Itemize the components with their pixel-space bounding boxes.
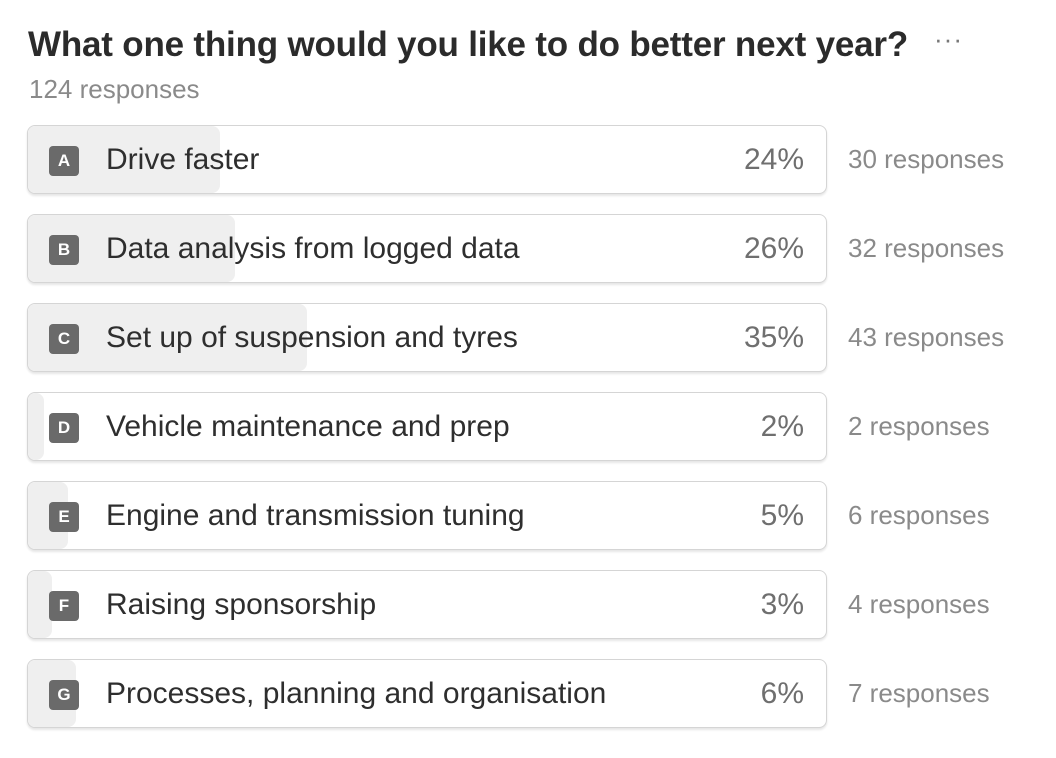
option-letter-badge: E <box>49 502 79 532</box>
option-percent: 3% <box>760 588 804 621</box>
result-bar-fill <box>28 571 52 638</box>
option-percent: 26% <box>743 232 804 265</box>
option-a[interactable]: A Drive faster 24% <box>27 125 827 194</box>
more-dots-icon[interactable]: ··· <box>934 24 963 54</box>
option-letter-badge: A <box>49 146 79 176</box>
poll-options: A Drive faster 24% 30 responses B Data a… <box>27 124 1037 747</box>
option-percent: 35% <box>743 321 804 354</box>
option-b[interactable]: B Data analysis from logged data 26% <box>27 214 827 283</box>
option-letter-badge: B <box>49 235 79 265</box>
option-c[interactable]: C Set up of suspension and tyres 35% <box>27 303 827 372</box>
option-letter-badge: D <box>49 413 79 443</box>
option-letter-badge: G <box>49 680 79 710</box>
option-f[interactable]: F Raising sponsorship 3% <box>27 570 827 639</box>
option-letter-badge: F <box>49 591 79 621</box>
option-label: Set up of suspension and tyres <box>106 321 518 354</box>
option-percent: 6% <box>760 677 804 710</box>
option-g[interactable]: G Processes, planning and organisation 6… <box>27 659 827 728</box>
option-response-count: 2 responses <box>848 411 990 441</box>
result-bar-fill <box>28 393 44 460</box>
option-row: F Raising sponsorship 3% 4 responses <box>27 569 1037 640</box>
question-header: What one thing would you like to do bett… <box>28 20 1028 70</box>
option-letter-badge: C <box>49 324 79 354</box>
option-row: A Drive faster 24% 30 responses <box>27 124 1037 195</box>
option-response-count: 30 responses <box>848 144 1005 174</box>
option-label: Processes, planning and organisation <box>106 677 607 710</box>
total-responses: 124 responses <box>29 74 200 104</box>
option-response-count: 4 responses <box>848 589 990 619</box>
option-e[interactable]: E Engine and transmission tuning 5% <box>27 481 827 550</box>
option-response-count: 43 responses <box>848 322 1005 352</box>
option-row: E Engine and transmission tuning 5% 6 re… <box>27 480 1037 551</box>
option-response-count: 6 responses <box>848 500 990 530</box>
option-d[interactable]: D Vehicle maintenance and prep 2% <box>27 392 827 461</box>
option-row: C Set up of suspension and tyres 35% 43 … <box>27 302 1037 373</box>
option-percent: 24% <box>743 143 804 176</box>
option-label: Vehicle maintenance and prep <box>106 410 510 443</box>
option-label: Data analysis from logged data <box>106 232 520 265</box>
option-row: G Processes, planning and organisation 6… <box>27 658 1037 729</box>
option-percent: 2% <box>760 410 804 443</box>
option-response-count: 7 responses <box>848 678 990 708</box>
option-row: D Vehicle maintenance and prep 2% 2 resp… <box>27 391 1037 462</box>
option-label: Raising sponsorship <box>106 588 377 621</box>
option-response-count: 32 responses <box>848 233 1005 263</box>
question-title: What one thing would you like to do bett… <box>28 25 909 64</box>
option-label: Engine and transmission tuning <box>106 499 525 532</box>
option-label: Drive faster <box>106 143 260 176</box>
option-percent: 5% <box>760 499 804 532</box>
option-row: B Data analysis from logged data 26% 32 … <box>27 213 1037 284</box>
